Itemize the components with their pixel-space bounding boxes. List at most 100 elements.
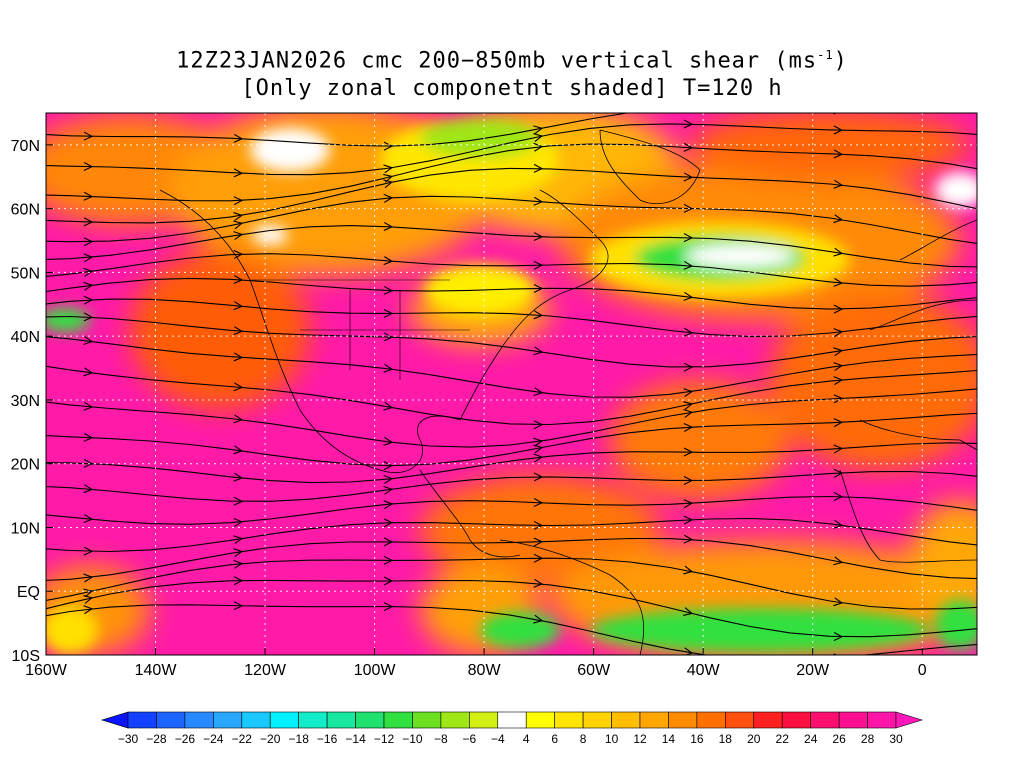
streamline-arrow [833, 149, 844, 159]
streamline-arrow [233, 196, 244, 206]
streamline-arrow [533, 310, 544, 320]
streamline-arrow [83, 191, 94, 201]
streamline [46, 336, 977, 398]
streamline-arrow [383, 363, 394, 373]
streamline-arrow [533, 614, 544, 624]
streamline [46, 167, 977, 224]
streamline-arrow [383, 485, 394, 495]
colorbar-label: −10 [402, 732, 423, 746]
streamline [46, 537, 977, 581]
streamline-arrow [233, 517, 244, 527]
colorbar-box [639, 711, 669, 729]
streamline-arrow [533, 453, 544, 463]
streamline-arrow [83, 605, 94, 615]
colorbar-label: 16 [690, 732, 704, 746]
streamline-arrow [683, 172, 694, 182]
streamline-arrow [683, 534, 694, 544]
colorbar-box [383, 711, 413, 729]
colorbar-box [668, 711, 698, 729]
streamline-arrow [83, 217, 94, 227]
colorbar-label: −16 [317, 732, 338, 746]
streamline-arrow [83, 267, 94, 277]
colorbar-box [611, 711, 641, 729]
colorbar-box [696, 711, 726, 729]
lat-tick-label: 10S [12, 648, 40, 665]
streamline-arrow [83, 432, 94, 442]
streamline-arrow [383, 518, 394, 528]
streamline-arrow [83, 514, 94, 524]
streamline-arrow [683, 119, 694, 129]
colorbar-box [753, 711, 783, 729]
streamline-arrow [833, 468, 844, 478]
streamline [46, 365, 977, 426]
streamline-arrow [233, 352, 244, 362]
streamline [46, 277, 977, 310]
lon-tick-label: 100W [354, 662, 397, 679]
streamline [46, 604, 977, 655]
streamline [46, 557, 977, 610]
colorbar-box [554, 711, 584, 729]
streamline [46, 315, 977, 368]
colorbar-label: 18 [719, 732, 733, 746]
streamline-arrow [683, 260, 694, 270]
colorbar-label: −24 [203, 732, 224, 746]
streamline-arrow [833, 362, 844, 372]
graticule [46, 113, 977, 655]
streamline-arrow [383, 436, 394, 446]
streamline-arrow [383, 193, 394, 203]
colorbar-label: −6 [462, 732, 476, 746]
colorbar-box [156, 711, 186, 729]
streamline-arrow [233, 220, 244, 230]
colorbar-label: 12 [633, 732, 647, 746]
streamline-arrow [233, 231, 244, 241]
streamline-arrow [83, 595, 94, 604]
streamline-arrow [233, 445, 244, 455]
colorbar-box [269, 711, 299, 729]
streamline-arrow [683, 142, 694, 152]
streamline-arrow [833, 347, 844, 357]
lon-tick-label: 120W [244, 662, 287, 679]
lon-tick-label: 80W [468, 662, 502, 679]
colorbar-box [838, 711, 868, 729]
colorbar-box [412, 711, 442, 729]
streamline-arrow [533, 498, 544, 507]
streamline-arrow [683, 362, 694, 372]
streamline-arrow [233, 601, 244, 611]
streamline-arrow [233, 535, 244, 545]
streamline-arrow [233, 382, 244, 392]
streamline-arrow [83, 253, 94, 263]
streamline-arrow [83, 131, 94, 141]
streamline-arrow [83, 312, 94, 322]
chart-title-line2: [Only zonal componetnt shaded] T=120 h [241, 76, 783, 101]
colorbar-box [440, 711, 470, 729]
streamline-arrow [233, 133, 244, 143]
streamline-arrow [833, 492, 844, 502]
streamline-arrow [533, 163, 544, 173]
streamline-arrow [383, 555, 394, 565]
shaded-field [46, 113, 977, 655]
streamline-arrow [683, 423, 694, 433]
colorbar-label: 22 [776, 732, 790, 746]
streamline [46, 113, 631, 147]
streamline-arrow [83, 237, 94, 247]
colorbar-label: 28 [861, 732, 875, 746]
lon-tick-label: 60W [577, 662, 611, 679]
streamline-arrow [683, 291, 694, 301]
streamline-arrow [233, 275, 244, 285]
lat-tick-label: 30N [11, 393, 40, 410]
streamline-arrow [833, 376, 844, 386]
streamline-arrow [533, 520, 544, 530]
streamline-arrow [683, 388, 694, 398]
streamline-arrow [533, 578, 544, 588]
streamline-arrow [83, 336, 94, 345]
streamline-arrow [683, 233, 694, 243]
lon-tick-label: 160W [25, 662, 68, 679]
chart-title-line1: 12Z23JAN2026 cmc 200−850mb vertical shea… [176, 48, 848, 74]
streamline-arrow [833, 597, 844, 607]
colorbar-label: −12 [374, 732, 395, 746]
streamline-arrow [833, 304, 844, 314]
streamline [46, 517, 977, 553]
streamline-arrow [533, 133, 544, 142]
streamline-arrow [233, 414, 244, 424]
streamline-arrow [383, 309, 394, 318]
